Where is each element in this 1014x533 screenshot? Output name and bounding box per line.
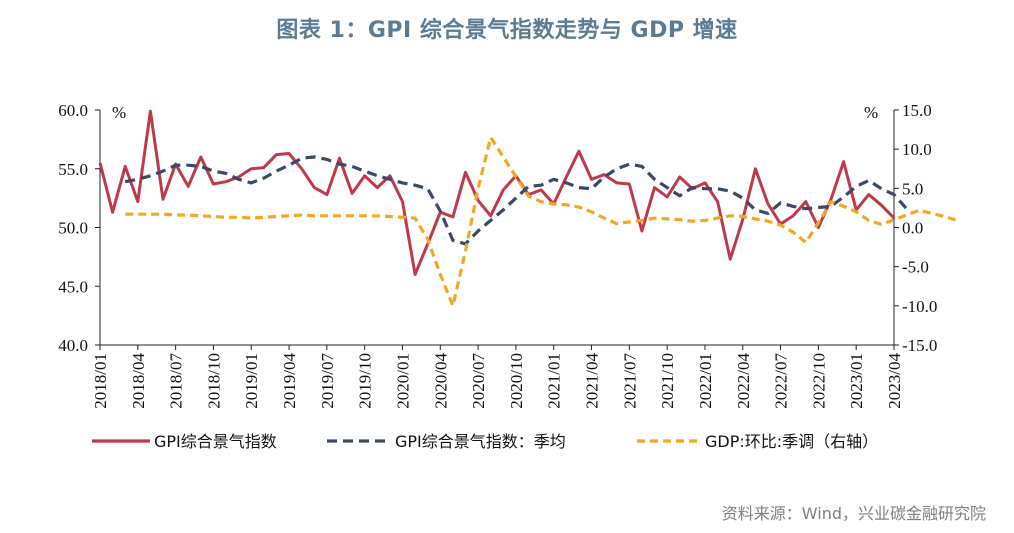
x-tick-label: 2023/01 xyxy=(847,353,866,409)
series-line-2 xyxy=(124,155,908,246)
series-2 xyxy=(124,155,908,246)
series-line-3 xyxy=(125,135,958,308)
x-tick-label: 2022/10 xyxy=(809,353,828,409)
left-tick-label: 45.0 xyxy=(58,277,88,296)
x-tick-label: 2022/04 xyxy=(734,353,753,409)
x-tick-label: 2018/04 xyxy=(129,353,148,409)
legend-label-2: GPI综合景气指数：季均 xyxy=(395,432,566,451)
x-tick-label: 2019/04 xyxy=(280,353,299,409)
series-line-1 xyxy=(98,109,896,276)
legend-label-3: GDP:环比:季调（右轴） xyxy=(705,432,878,451)
x-tick-label: 2021/01 xyxy=(545,353,564,409)
chart-legend: GPI综合景气指数 GPI综合景气指数：季均 GDP:环比:季调（右轴） xyxy=(92,432,878,451)
right-tick-label: 10.0 xyxy=(902,140,932,159)
x-tick-label: 2023/04 xyxy=(885,353,904,409)
right-tick-label: -5.0 xyxy=(902,258,929,277)
right-tick-label: 0.0 xyxy=(902,219,923,238)
chart-title: 图表 1：GPI 综合景气指数走势与 GDP 增速 xyxy=(276,18,738,43)
x-tick-label: 2021/07 xyxy=(620,353,639,409)
chart-axes: 40.0 45.0 50.0 55.0 60.0 -15.0 -10.0 -5.0 0.0 5.0… xyxy=(58,101,937,409)
left-unit-label: % xyxy=(112,103,126,122)
x-tick-label: 2020/10 xyxy=(507,353,526,409)
legend-label-1: GPI综合景气指数 xyxy=(154,432,277,451)
left-tick-label: 40.0 xyxy=(58,336,88,355)
x-tick-label: 2020/07 xyxy=(469,353,488,409)
x-tick-label: 2020/01 xyxy=(393,353,412,409)
x-tick-label: 2018/01 xyxy=(91,353,110,409)
x-tick-label: 2022/07 xyxy=(772,353,791,409)
source-note: 资料来源：Wind，兴业碳金融研究院 xyxy=(721,504,986,523)
x-tick-label: 2018/10 xyxy=(204,353,223,409)
right-tick-label: 5.0 xyxy=(902,179,923,198)
right-tick-label: -10.0 xyxy=(902,297,937,316)
left-tick-label: 60.0 xyxy=(58,101,88,120)
x-tick-label: 2019/10 xyxy=(356,353,375,409)
x-tick-label: 2021/04 xyxy=(583,353,602,409)
x-tick-label: 2019/07 xyxy=(318,353,337,409)
right-tick-label: 15.0 xyxy=(902,101,932,120)
series-3 xyxy=(125,135,958,308)
right-tick-label: -15.0 xyxy=(902,336,937,355)
x-tick-label: 2022/01 xyxy=(696,353,715,409)
x-tick-label: 2021/10 xyxy=(658,353,677,409)
chart-series xyxy=(98,109,958,308)
series-1 xyxy=(98,109,896,276)
left-tick-label: 55.0 xyxy=(58,160,88,179)
x-tick-label: 2020/04 xyxy=(431,353,450,409)
x-tick-label: 2019/01 xyxy=(242,353,261,409)
right-unit-label: % xyxy=(864,103,878,122)
left-tick-label: 50.0 xyxy=(58,219,88,238)
x-tick-label: 2018/07 xyxy=(167,353,186,409)
